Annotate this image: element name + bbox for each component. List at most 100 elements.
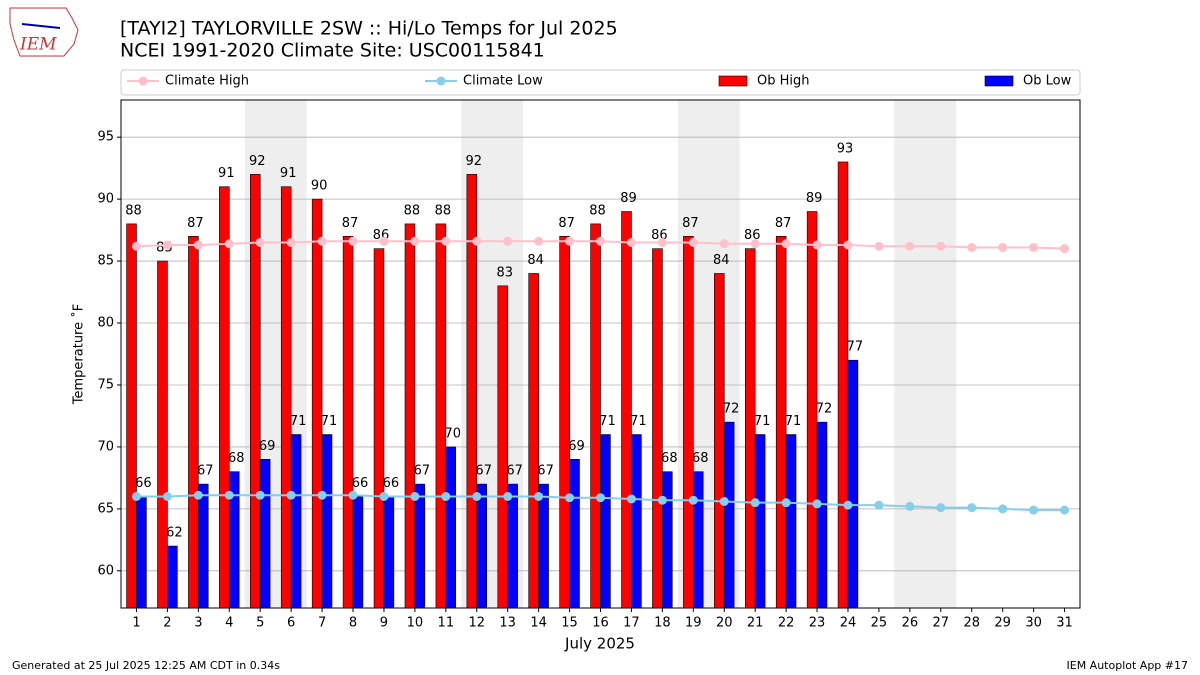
bar-value-label: 67: [475, 464, 492, 479]
legend-marker: [138, 76, 148, 86]
bar: [569, 459, 580, 609]
climate-point: [162, 240, 172, 250]
bar-value-label: 77: [847, 340, 864, 355]
bar: [476, 483, 487, 609]
climate-point: [998, 504, 1008, 514]
footer-right: IEM Autoplot App #17: [1067, 659, 1189, 672]
climate-point: [317, 490, 327, 500]
climate-point: [286, 490, 296, 500]
bar-value-label: 87: [682, 216, 699, 231]
y-tick-label: 70: [97, 439, 114, 454]
climate-point: [812, 499, 822, 509]
x-tick-label: 2: [163, 616, 171, 631]
climate-point: [472, 491, 482, 501]
bar-value-label: 66: [352, 476, 369, 491]
climate-point: [286, 237, 296, 247]
x-tick-label: 22: [778, 616, 795, 631]
legend-swatch: [984, 75, 1014, 87]
climate-point: [534, 491, 544, 501]
bar: [837, 161, 849, 609]
legend-box: [120, 69, 1081, 96]
bar: [714, 273, 725, 609]
x-tick-label: 11: [438, 616, 455, 631]
logo-outline: [9, 7, 79, 57]
legend-swatch: [718, 75, 748, 87]
y-tick-label: 95: [97, 130, 114, 145]
chart-subtitle: NCEI 1991-2020 Climate Site: USC00115841: [120, 40, 545, 62]
x-tick-label: 29: [994, 616, 1011, 631]
x-tick-label: 24: [840, 616, 857, 631]
bar-value-label: 92: [466, 154, 483, 169]
bar: [259, 459, 271, 609]
x-tick-label: 18: [654, 616, 671, 631]
x-tick-label: 21: [747, 616, 764, 631]
climate-point: [967, 503, 977, 513]
bar-value-label: 71: [630, 414, 647, 429]
bar-value-label: 66: [135, 476, 152, 491]
bar-value-label: 67: [414, 464, 431, 479]
x-tick-label: 17: [623, 616, 640, 631]
bar: [600, 434, 611, 609]
bar-value-label: 84: [713, 253, 730, 268]
climate-point: [224, 490, 234, 500]
climate-point: [967, 242, 977, 252]
bar-value-label: 88: [589, 203, 606, 218]
bar: [383, 496, 395, 609]
climate-point: [379, 491, 389, 501]
climate-point: [441, 491, 451, 501]
x-tick-label: 12: [468, 616, 485, 631]
bar: [652, 248, 663, 609]
bar: [280, 186, 292, 609]
climate-point: [843, 240, 853, 250]
x-tick-label: 9: [380, 616, 388, 631]
climate-point: [162, 491, 172, 501]
logo-text: IEM: [19, 35, 57, 55]
logo-line: [21, 23, 61, 29]
x-tick-label: 15: [561, 616, 578, 631]
climate-point: [936, 241, 946, 251]
bar-value-label: 68: [692, 451, 709, 466]
legend-label: Climate Low: [463, 74, 543, 89]
bar-value-label: 92: [249, 154, 266, 169]
bar-value-label: 71: [785, 414, 802, 429]
legend-label: Climate High: [165, 74, 249, 89]
plot-frame: [120, 99, 1081, 609]
x-tick-label: 27: [933, 616, 950, 631]
bar: [414, 483, 426, 609]
climate-point: [348, 490, 358, 500]
x-tick-label: 23: [809, 616, 826, 631]
bar-value-label: 68: [228, 451, 245, 466]
climate-point: [410, 236, 420, 246]
bar: [321, 434, 333, 609]
bar: [683, 235, 694, 609]
bar: [621, 211, 632, 609]
bar: [816, 421, 828, 609]
climate-point: [596, 493, 605, 503]
bar: [373, 248, 385, 609]
bar-value-label: 83: [496, 265, 513, 280]
chart-title: [TAYI2] TAYLORVILLE 2SW :: Hi/Lo Temps f…: [120, 18, 618, 40]
climate-point: [688, 495, 698, 505]
x-tick-label: 6: [287, 616, 295, 631]
climate-point: [193, 240, 203, 250]
logo: IEM: [9, 7, 79, 57]
legend-marker: [436, 76, 446, 86]
bar: [352, 496, 364, 609]
bar: [507, 483, 518, 609]
climate-point: [131, 491, 141, 501]
bar-value-label: 90: [311, 179, 328, 194]
bar: [167, 545, 178, 609]
bar-value-label: 62: [166, 526, 183, 541]
climate-point: [1029, 242, 1039, 252]
bar: [693, 471, 704, 609]
climate-point: [874, 500, 884, 510]
x-tick-label: 14: [530, 616, 547, 631]
y-tick-label: 75: [97, 377, 114, 392]
x-tick-label: 20: [716, 616, 733, 631]
bar-value-label: 88: [125, 203, 142, 218]
bar: [445, 446, 457, 609]
climate-point: [843, 500, 853, 510]
climate-point: [131, 241, 141, 251]
climate-point: [998, 242, 1008, 252]
